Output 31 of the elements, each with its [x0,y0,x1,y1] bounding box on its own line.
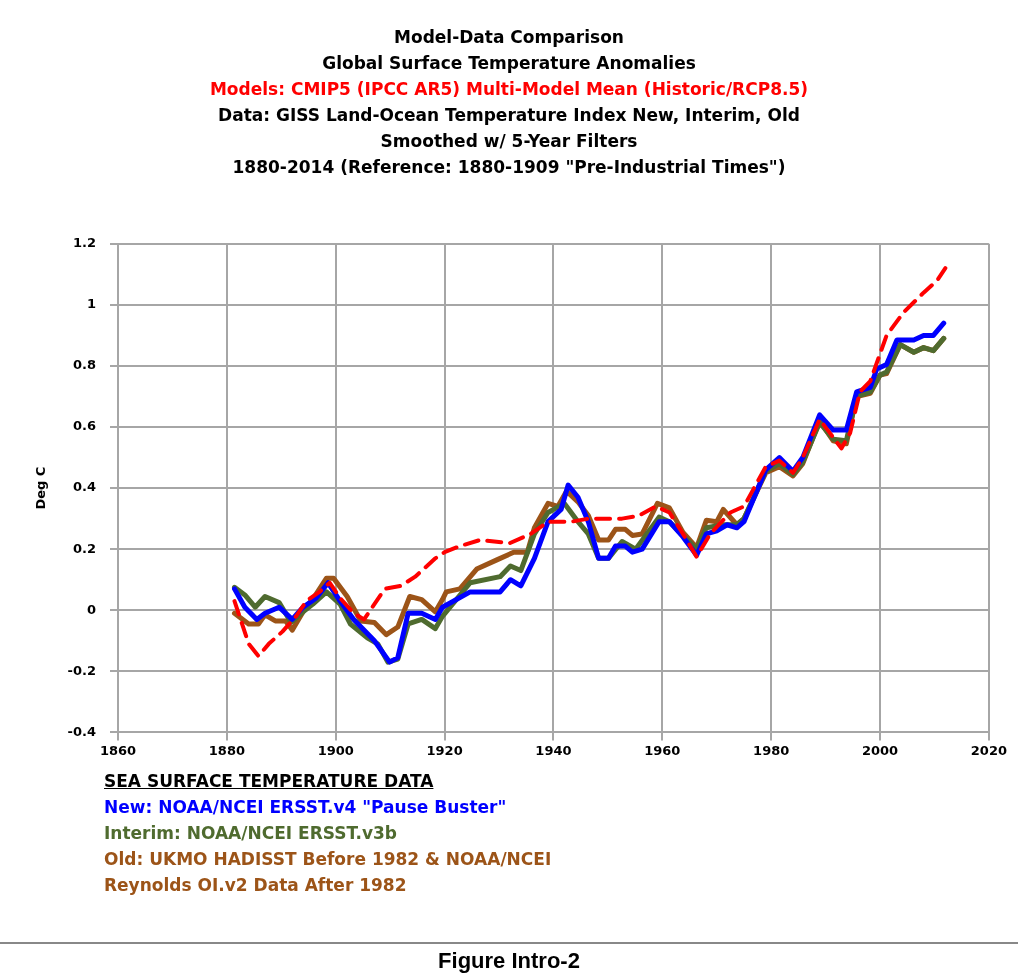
y-tick-label: 1.2 [72,235,97,251]
text: Smoothed w/ 5-Year Filters [379,130,639,153]
y-tick-label: 0 [86,601,97,617]
x-tick-label: 1940 [535,742,572,758]
legend-title: SEA SURFACE TEMPERATURE DATA [104,770,435,793]
x-tick-label: 2000 [861,742,899,758]
text: Old: UKMO HADISST Before 1982 & NOAA/NCEI Reynolds OI.v2 Data After 1982 [104,848,553,897]
y-tick-label: 0.4 [72,479,97,495]
text: 1880-2014 (Reference: 1880-1909 "Pre-Industrial Times") [231,156,787,179]
y-tick-label: 0.8 [72,357,97,373]
y-tick-label: 0.2 [72,540,97,556]
x-tick-label: 1900 [317,742,354,758]
y-tick-label: 0.6 [72,418,97,434]
text: Interim: NOAA/NCEI ERSST.v3b [104,822,398,845]
text: Models: CMIP5 (IPCC AR5) Multi-Model Mean (Historic/RCP8.5) [208,78,810,101]
y-axis-title: Deg C [33,466,49,510]
text: Data: GISS Land-Ocean Temperature Index New, Interim, Old [217,104,801,127]
chart-title: Model-Data Comparison [393,26,625,49]
line-series [232,266,948,659]
x-tick-label: 1880 [208,742,245,758]
x-tick-label: 1960 [644,742,681,758]
x-tick-label: 2020 [970,742,1007,758]
x-tick-label: 1920 [426,742,463,758]
text: New: NOAA/NCEI ERSST.v4 "Pause Buster" [104,796,508,819]
x-tick-label: 1860 [99,742,137,758]
x-tick-label: 1980 [753,742,790,758]
chart-subtitle: Global Surface Temperature Anomalies [321,52,697,75]
text: Figure Intro-2 [437,948,581,974]
y-tick-label: -0.2 [67,662,97,678]
y-tick-label: -0.4 [67,723,97,739]
y-tick-label: 1 [86,296,97,312]
